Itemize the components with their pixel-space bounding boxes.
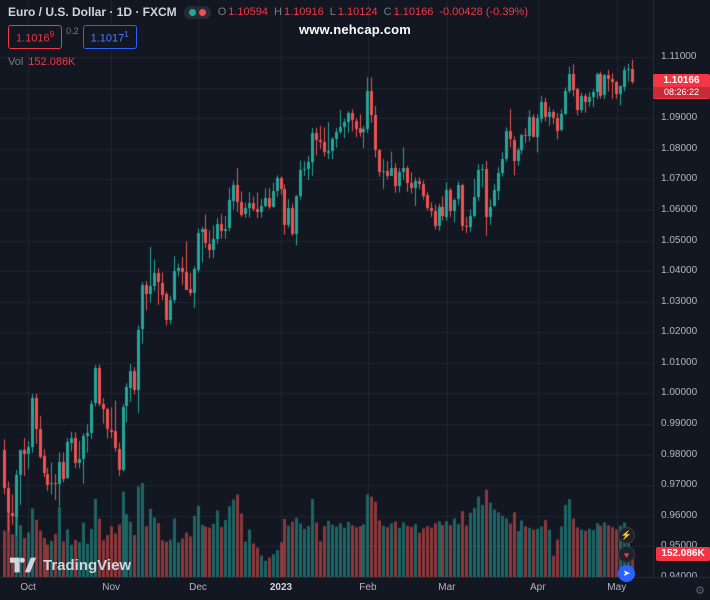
ohlc-values: O 1.10594 H 1.10916 L 1.10124 C 1.10166 -0.0… xyxy=(218,6,528,18)
price-axis-label: 1.04000 xyxy=(661,265,698,277)
buy-button[interactable]: 1.10171 xyxy=(82,25,137,49)
price-axis-label: 0.95000 xyxy=(661,540,698,552)
price-axis-label: 1.01000 xyxy=(661,356,698,368)
telegram-icon[interactable]: ➤ xyxy=(618,565,635,582)
sell-price-sup: 9 xyxy=(49,30,55,39)
sell-price: 1.1016 xyxy=(16,32,50,45)
price-axis-label: 0.99000 xyxy=(661,418,698,430)
boost-icon[interactable]: ⚡ xyxy=(618,527,635,544)
price-axis-label: 1.06000 xyxy=(661,203,698,215)
change-value: -0.00428 (-0.39%) xyxy=(439,6,529,18)
price-axis-label: 0.97000 xyxy=(661,479,698,491)
price-axis-label: 0.94000 xyxy=(661,571,697,583)
down-color-dot-icon xyxy=(198,8,206,16)
buy-price-sup: 1 xyxy=(124,30,129,39)
price-axis-label: 1.07000 xyxy=(661,173,698,185)
low-label: L xyxy=(329,6,336,18)
price-axis-label: 1.11000 xyxy=(661,51,697,62)
last-volume-tag: 152.086K xyxy=(656,546,710,561)
price-axis-label: 1.00000 xyxy=(661,387,698,399)
sell-button[interactable]: 1.10169 xyxy=(8,25,63,49)
chart-legend: Euro / U.S. Dollar · 1D · FXCM O 1.10594 … xyxy=(8,5,528,68)
open-value: 1.10594 xyxy=(228,6,269,18)
time-axis-label: Mar xyxy=(438,582,456,593)
low-value: 1.10124 xyxy=(337,6,378,18)
symbol-title[interactable]: Euro / U.S. Dollar · 1D · FXCM xyxy=(8,5,177,19)
open-label: O xyxy=(217,6,227,18)
price-axis-label: 0.96000 xyxy=(661,509,698,521)
time-axis-label: Apr xyxy=(529,582,546,593)
up-color-dot-icon xyxy=(188,8,196,16)
high-value: 1.10916 xyxy=(283,6,324,18)
tradingview-logo[interactable]: TradingView xyxy=(10,556,131,574)
buy-price: 1.1017 xyxy=(90,32,125,45)
price-axis-label: 0.98000 xyxy=(661,448,698,460)
price-axis-label: 1.05000 xyxy=(661,234,698,246)
time-axis-label: May xyxy=(607,582,627,593)
price-axis-label: 1.03000 xyxy=(661,295,698,307)
close-label: C xyxy=(383,6,392,18)
bar-countdown: 08:26:22 xyxy=(653,86,710,98)
last-price-value: 1.10166 xyxy=(663,74,700,86)
spread-value: 0.2 xyxy=(66,26,79,36)
time-axis-label: Dec xyxy=(189,582,207,593)
floating-buttons: ⚡ ♥ ➤ xyxy=(618,527,635,582)
tradingview-logo-text: TradingView xyxy=(43,556,132,574)
series-color-toggle[interactable] xyxy=(183,5,211,19)
high-label: H xyxy=(274,6,282,18)
time-axis-label: 2023 xyxy=(269,582,293,593)
close-value: 1.10166 xyxy=(393,6,434,18)
tradingview-logo-icon xyxy=(10,557,36,573)
volume-label: Vol xyxy=(8,55,24,68)
price-axis-label: 1.02000 xyxy=(661,326,698,338)
price-axis-label: 1.08000 xyxy=(661,142,698,154)
site-watermark: www.nehcap.com xyxy=(298,22,412,37)
time-axis-label: Nov xyxy=(102,582,121,593)
price-axis-label: 1.09000 xyxy=(661,112,698,124)
time-axis-label: Feb xyxy=(359,582,377,593)
axis-settings-gear-icon[interactable]: ⚙ xyxy=(695,585,705,597)
volume-value: 152.086K xyxy=(28,55,76,68)
reaction-heart-icon[interactable]: ♥ xyxy=(618,546,635,563)
last-price-tag: 1.10166 08:26:22 xyxy=(653,73,710,99)
time-axis[interactable]: Oct Nov Dec 2023 Feb Mar Apr May xyxy=(0,577,710,600)
time-axis-label: Oct xyxy=(20,582,36,593)
